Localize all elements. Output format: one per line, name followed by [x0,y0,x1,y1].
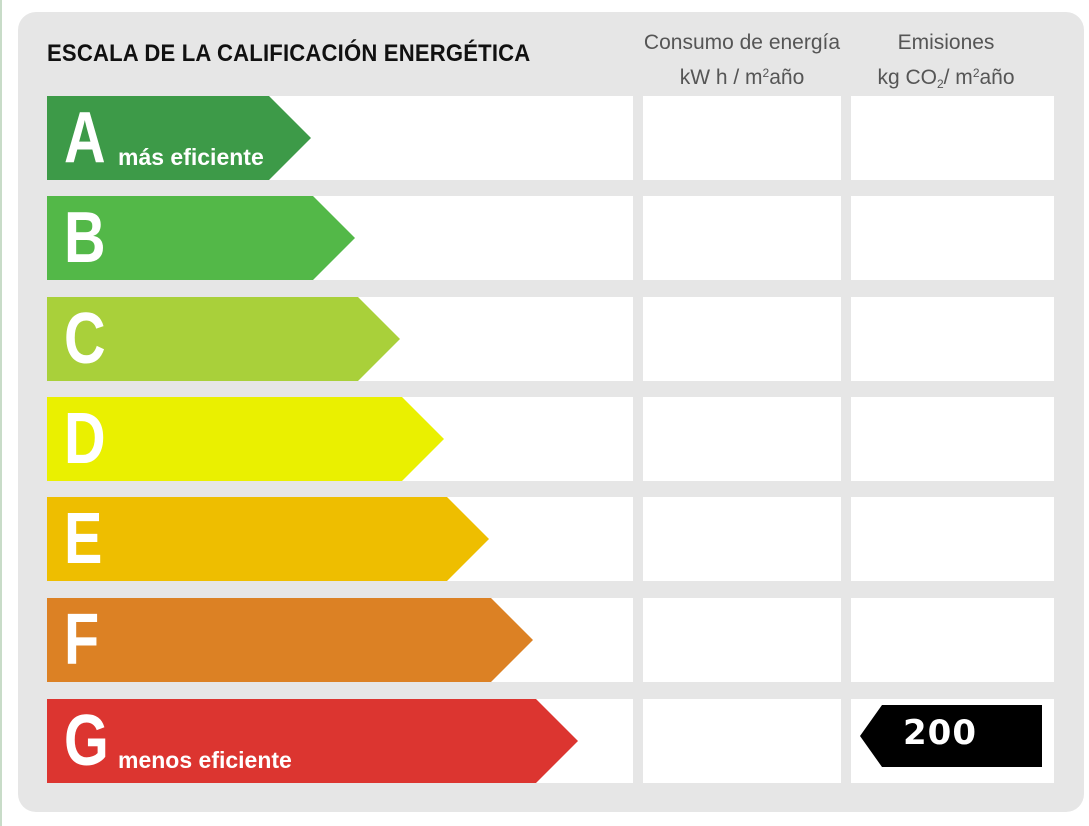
class-arrow-d [47,397,444,481]
page-edge-line [0,0,2,826]
class-arrow-f [47,598,533,682]
class-arrow-b [47,196,355,280]
emissions-cell-d [851,397,1054,481]
class-letter-a: A [64,98,106,178]
class-letter-f: F [64,600,100,680]
class-arrow-c [47,297,400,381]
energy-cell-c [643,297,841,381]
emissions-cell-a [851,96,1054,180]
class-letter-d: D [64,399,106,479]
class-letter-b: B [64,198,106,278]
energy-cell-d [643,397,841,481]
emissions-cell-b [851,196,1054,280]
emissions-header-line1: Emisiones [897,31,995,54]
energy-header-unit: kW h / m2año [679,66,805,89]
energy-cell-g [643,699,841,783]
energy-column-header: Consumo de energía kW h / m2año [643,28,841,93]
energy-cell-a [643,96,841,180]
energy-cell-b [643,196,841,280]
class-letter-e: E [64,499,103,579]
energy-header-line1: Consumo de energía [643,31,841,54]
energy-cell-f [643,598,841,682]
class-letter-c: C [64,299,106,379]
energy-cell-e [643,497,841,581]
rating-value: 200 [903,713,977,753]
emissions-cell-f [851,598,1054,682]
emissions-header-unit: kg CO2/ m2año [877,66,1015,91]
class-label-g: menos eficiente [118,747,292,773]
class-label-a: más eficiente [118,144,264,170]
class-arrow-g [47,699,578,783]
class-arrow-a [47,96,311,180]
label-title: ESCALA DE LA CALIFICACIÓN ENERGÉTICA [47,40,531,67]
rating-arrow-badge [860,705,1042,767]
emissions-column-header: Emisiones kg CO2/ m2año [851,28,1041,99]
emissions-cell-c [851,297,1054,381]
class-letter-g: G [64,701,109,781]
class-arrow-e [47,497,489,581]
emissions-cell-e [851,497,1054,581]
